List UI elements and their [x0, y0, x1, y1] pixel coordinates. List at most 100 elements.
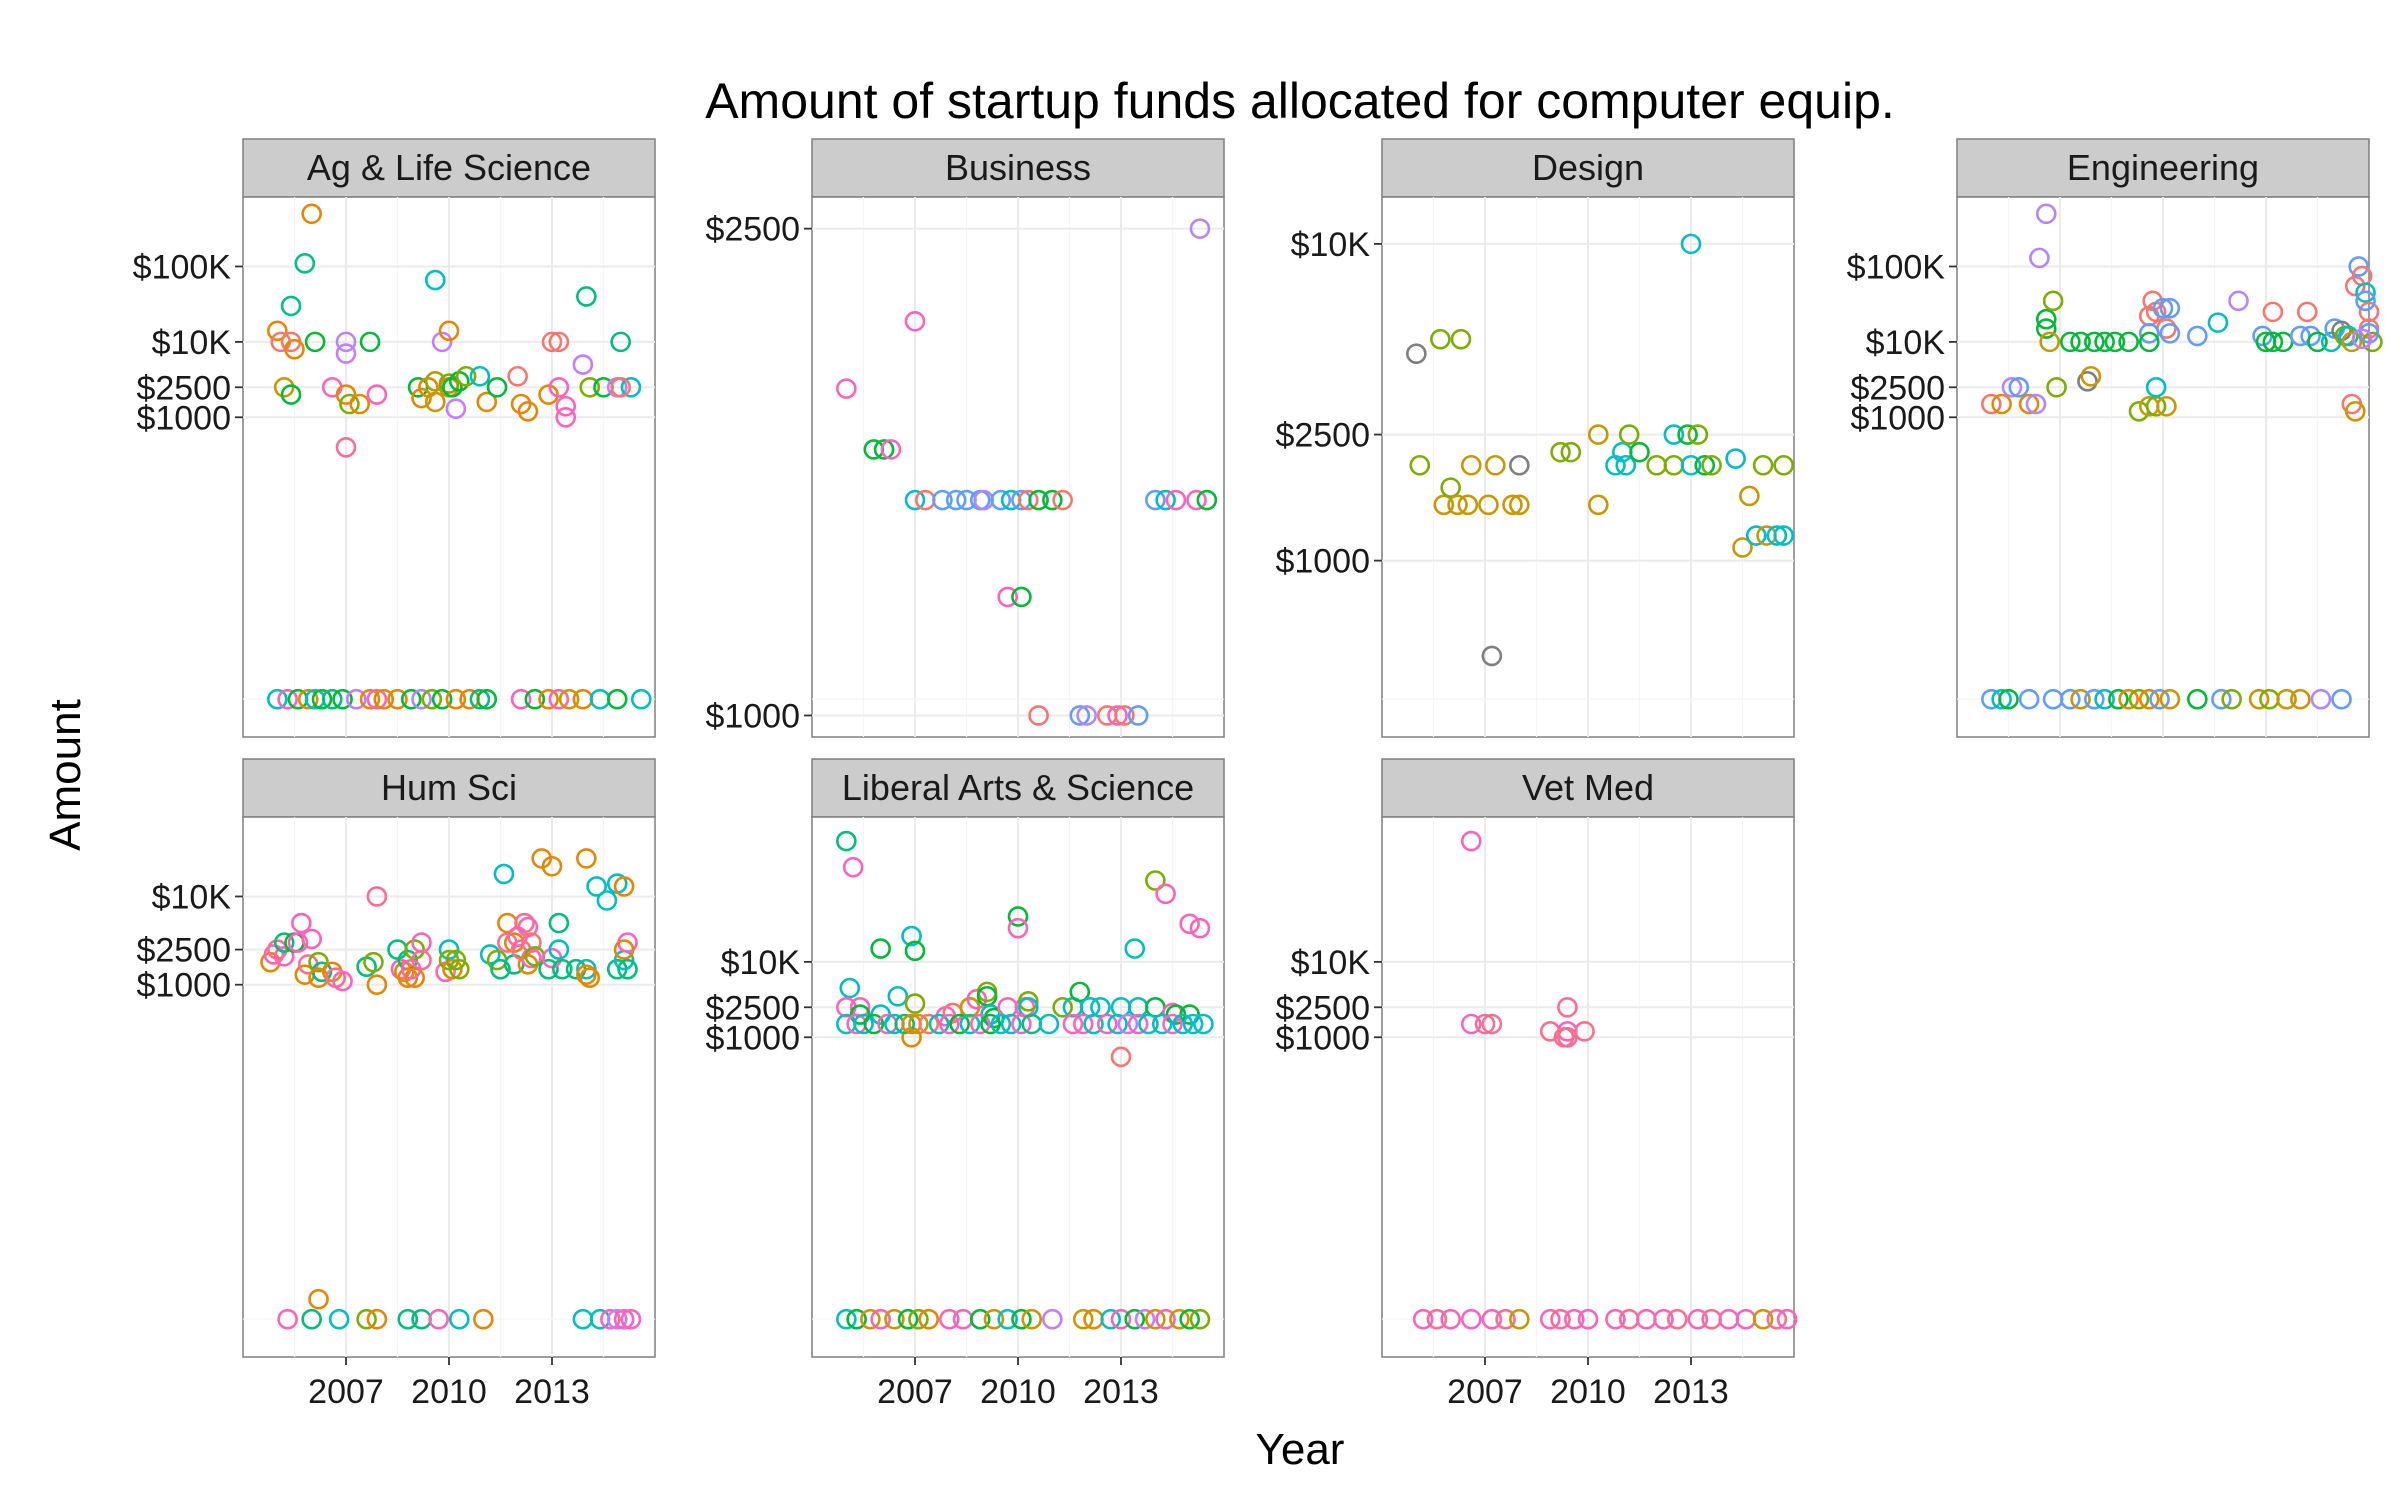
data-point — [273, 945, 295, 967]
data-point-zero — [1776, 1308, 1798, 1330]
data-point — [366, 974, 388, 995]
data-point-zero — [387, 688, 408, 710]
strip-label-vet-med: Vet Med — [1522, 767, 1654, 808]
data-point — [1172, 1013, 1194, 1035]
data-point — [1145, 870, 1166, 891]
points-hum-sci — [260, 848, 642, 1330]
data-point — [339, 393, 360, 415]
data-point — [431, 331, 453, 353]
data-point — [1018, 991, 1039, 1012]
data-point — [2077, 371, 2098, 392]
data-point — [411, 387, 432, 409]
data-point — [2156, 395, 2177, 417]
data-point-zero — [1991, 688, 2012, 710]
data-point-zero — [1481, 1308, 1503, 1330]
y-tick-label-business: $1000 — [705, 697, 800, 735]
data-point — [932, 489, 953, 511]
data-point — [836, 830, 857, 852]
data-point — [2159, 322, 2181, 344]
data-point — [2145, 376, 2167, 398]
data-point-zero — [2060, 688, 2081, 710]
data-point — [2025, 393, 2047, 415]
x-axis-title: Year — [1256, 1425, 1345, 1474]
data-point — [1440, 477, 1461, 498]
data-point-zero — [1145, 1308, 1166, 1330]
data-point — [2138, 322, 2160, 344]
data-point — [442, 958, 463, 980]
data-point — [335, 331, 357, 353]
data-point-zero — [1577, 1308, 1599, 1330]
data-point — [548, 331, 570, 353]
data-point-zero — [1509, 1308, 1530, 1330]
data-point-zero — [1072, 1308, 1094, 1330]
y-tick-label-vet-med: $10K — [1291, 944, 1371, 982]
data-point — [849, 1004, 871, 1025]
y-tick-label-hum-sci: $2500 — [136, 932, 231, 970]
data-point — [1509, 494, 1530, 516]
data-point — [335, 436, 357, 458]
data-point — [1011, 586, 1032, 608]
data-point — [1189, 917, 1211, 939]
strip-hum-sci — [242, 758, 656, 818]
data-point — [2001, 376, 2023, 398]
data-point — [1430, 328, 1451, 350]
data-point — [1560, 441, 1582, 463]
data-point-zero — [476, 688, 498, 710]
data-point-zero — [2118, 688, 2139, 710]
data-point — [2296, 301, 2318, 323]
data-point-zero — [277, 688, 298, 710]
data-point — [1406, 343, 1427, 365]
data-point — [1739, 485, 1760, 507]
data-point — [945, 489, 967, 511]
data-point — [490, 958, 511, 980]
data-point-zero — [1460, 1308, 1482, 1330]
data-point — [1663, 424, 1685, 445]
y-tick-label-liberal-arts-science: $1000 — [705, 1019, 800, 1057]
data-point — [284, 338, 305, 360]
x-tick-label-liberal-arts-science: 2010 — [980, 1373, 1056, 1411]
points-liberal-arts-science — [836, 830, 1214, 1330]
y-tick-label-engineering: $100K — [1847, 248, 1946, 286]
data-point — [1186, 489, 1207, 511]
data-point-zero — [997, 1308, 1019, 1330]
strip-engineering — [1956, 138, 2370, 198]
data-point — [1550, 441, 1571, 463]
data-point-zero — [939, 1308, 960, 1330]
data-point-zero — [421, 688, 443, 710]
data-point — [366, 384, 388, 405]
data-point — [1151, 1013, 1173, 1035]
data-point-zero — [1426, 1308, 1448, 1330]
data-point — [2344, 275, 2366, 297]
y-tick-label-ag-life-science: $100K — [133, 248, 232, 286]
data-point-zero — [918, 1308, 940, 1330]
data-point-zero — [448, 1308, 470, 1330]
data-point — [507, 365, 528, 387]
panel-engineering: Engineering $1000$2500 $10K $100K — [1847, 138, 2383, 738]
data-point — [308, 951, 329, 973]
data-point — [1196, 489, 1218, 511]
data-point — [1588, 494, 1609, 516]
data-point — [613, 939, 635, 960]
grid-hum-sci — [243, 817, 655, 1357]
data-point-zero — [2221, 688, 2242, 710]
y-tick-label-design: $10K — [1291, 226, 1371, 264]
data-point — [1574, 1021, 1595, 1042]
data-point-zero — [2138, 688, 2160, 710]
data-point-zero — [1100, 1308, 1121, 1330]
data-point — [894, 1013, 916, 1035]
data-point — [1509, 454, 1530, 476]
data-point-zero — [1412, 1308, 1434, 1330]
data-point — [404, 939, 425, 960]
x-tick-label-hum-sci: 2007 — [308, 1373, 384, 1411]
data-point — [2008, 376, 2030, 398]
data-point — [455, 365, 477, 387]
data-point — [1502, 494, 1523, 516]
data-point-zero — [1440, 1308, 1461, 1330]
data-point — [2035, 308, 2057, 330]
data-point — [2262, 301, 2284, 323]
data-point-zero — [297, 688, 319, 710]
data-point-zero — [2084, 688, 2105, 710]
grid-design — [1382, 197, 1794, 737]
strip-liberal-arts-science — [811, 758, 1225, 818]
data-point — [538, 958, 559, 980]
